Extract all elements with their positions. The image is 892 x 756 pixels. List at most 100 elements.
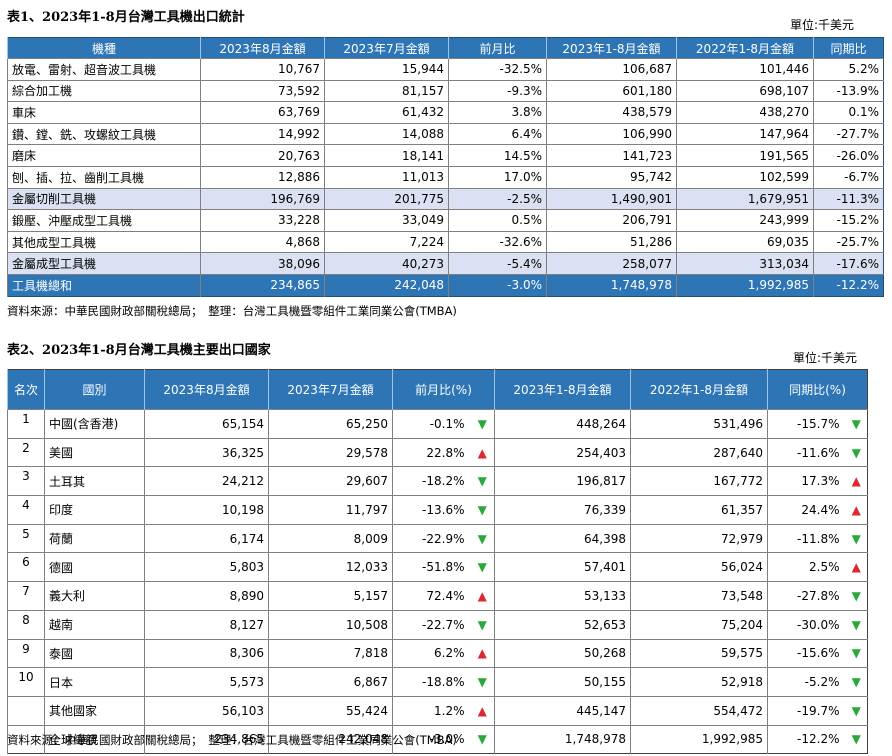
machine-type-cell: 鑽、鏜、銑、攻螺紋工具機 [7, 122, 201, 145]
value-cell: -12.2% [813, 273, 884, 297]
value-cell: 0.5% [448, 209, 547, 232]
value-cell: 10,198 [144, 495, 269, 525]
value-cell: 50,268 [494, 638, 631, 668]
value-cell: -11.3% [813, 187, 884, 210]
value-cell: 554,472 [630, 695, 768, 726]
down-arrow-icon: ▼ [845, 581, 868, 611]
down-arrow-icon: ▼ [470, 466, 495, 496]
value-cell: 196,817 [494, 466, 631, 496]
value-cell: 147,964 [676, 122, 814, 145]
country-cell: 義大利 [44, 581, 145, 611]
down-arrow-icon: ▼ [845, 695, 868, 726]
value-cell: 29,607 [268, 466, 393, 496]
value-cell: 101,446 [676, 58, 814, 81]
value-cell: 5,157 [268, 581, 393, 611]
value-cell: 40,273 [324, 252, 449, 275]
table1-header-row: 機種 2023年8月金額 2023年7月金額 前月比 2023年1-8月金額 2022年1… [7, 37, 884, 59]
value-cell: 10,767 [200, 58, 325, 81]
value-cell: 448,264 [494, 409, 631, 439]
down-arrow-icon: ▼ [845, 409, 868, 439]
table-row: 3 土耳其 24,212 29,607 -18.2% ▼ 196,817 167,772 17.… [7, 466, 868, 496]
machine-type-cell: 車床 [7, 101, 201, 124]
value-cell: 14.5% [448, 144, 547, 167]
value-cell: 438,579 [546, 101, 677, 124]
percent-cell: -22.9% [392, 523, 471, 553]
table-row: 9 泰國 8,306 7,818 6.2% ▲ 50,268 59,575 -15.6% ▼ [7, 638, 868, 668]
percent-cell: -19.7% [767, 695, 846, 726]
value-cell: 12,886 [200, 165, 325, 189]
value-cell: 63,769 [200, 101, 325, 124]
table-row: 工具機總和 234,865 242,048 -3.0% 1,748,978 1,992,9… [7, 273, 884, 297]
table2-header-row: 名次 國別 2023年8月金額 2023年7月金額 前月比(%) 2023年1-8月金額 2… [7, 369, 868, 410]
table1-col-header: 2023年7月金額 [324, 37, 449, 59]
percent-cell: -13.6% [392, 495, 471, 525]
table-row: 刨、插、拉、齒削工具機 12,886 11,013 17.0% 95,742 102,59… [7, 165, 884, 189]
value-cell: 234,865 [200, 273, 325, 297]
value-cell: 33,228 [200, 209, 325, 232]
table-row: 10 日本 5,573 6,867 -18.8% ▼ 50,155 52,918 -5.2% ▼ [7, 667, 868, 697]
table-row: 7 義大利 8,890 5,157 72.4% ▲ 53,133 73,548 -27.8% ▼ [7, 581, 868, 611]
value-cell: 29,578 [268, 437, 393, 467]
table-row: 金屬成型工具機 38,096 40,273 -5.4% 258,077 313,034 -1… [7, 252, 884, 275]
value-cell: 36,325 [144, 437, 269, 467]
rank-cell: 7 [7, 581, 45, 611]
value-cell: 1,679,951 [676, 187, 814, 210]
value-cell: 1,748,978 [546, 273, 677, 297]
value-cell: 76,339 [494, 495, 631, 525]
value-cell: -27.7% [813, 122, 884, 145]
percent-cell: -5.2% [767, 667, 846, 697]
down-arrow-icon: ▼ [470, 609, 495, 639]
percent-cell: 72.4% [392, 581, 471, 611]
table1-col-header: 同期比 [813, 37, 884, 59]
value-cell: 65,250 [268, 409, 393, 439]
table-row: 綜合加工機 73,592 81,157 -9.3% 601,180 698,107 -13.… [7, 79, 884, 102]
table1-col-header: 2022年1-8月金額 [676, 37, 814, 59]
value-cell: 1,992,985 [630, 724, 768, 754]
value-cell: 1,490,901 [546, 187, 677, 210]
table2-col-header: 2023年7月金額 [268, 369, 393, 410]
export-countries-table: 名次 國別 2023年8月金額 2023年7月金額 前月比(%) 2023年1-8月金額 2… [7, 369, 868, 755]
down-arrow-icon: ▼ [845, 667, 868, 697]
rank-cell [7, 724, 45, 754]
value-cell: 7,224 [324, 230, 449, 253]
table-row: 4 印度 10,198 11,797 -13.6% ▼ 76,339 61,357 24.4% ▲ [7, 495, 868, 525]
country-cell: 越南 [44, 609, 145, 639]
value-cell: -13.9% [813, 79, 884, 102]
value-cell: 5,803 [144, 552, 269, 582]
table-row: 5 荷蘭 6,174 8,009 -22.9% ▼ 64,398 72,979 -11.8% ▼ [7, 523, 868, 553]
up-arrow-icon: ▲ [470, 437, 495, 467]
value-cell: 1,992,985 [676, 273, 814, 297]
value-cell: 72,979 [630, 523, 768, 553]
country-cell: 德國 [44, 552, 145, 582]
value-cell: 53,133 [494, 581, 631, 611]
percent-cell: -15.7% [767, 409, 846, 439]
percent-cell: 2.5% [767, 552, 846, 582]
value-cell: 56,024 [630, 552, 768, 582]
value-cell: 106,687 [546, 58, 677, 81]
down-arrow-icon: ▼ [845, 638, 868, 668]
rank-cell: 1 [7, 409, 45, 439]
value-cell: 18,141 [324, 144, 449, 167]
machine-type-cell: 工具機總和 [7, 273, 201, 297]
value-cell: 11,797 [268, 495, 393, 525]
value-cell: 8,890 [144, 581, 269, 611]
table1-col-header: 2023年1-8月金額 [546, 37, 677, 59]
country-cell: 土耳其 [44, 466, 145, 496]
table-row: 2 美國 36,325 29,578 22.8% ▲ 254,403 287,640 -11.6… [7, 437, 868, 467]
percent-cell: -30.0% [767, 609, 846, 639]
table2-col-header: 同期比(%) [767, 369, 868, 410]
down-arrow-icon: ▼ [470, 552, 495, 582]
value-cell: 106,990 [546, 122, 677, 145]
value-cell: 531,496 [630, 409, 768, 439]
country-cell: 美國 [44, 437, 145, 467]
value-cell: 55,424 [268, 695, 393, 726]
table-row: 8 越南 8,127 10,508 -22.7% ▼ 52,653 75,204 -30.0% ▼ [7, 609, 868, 639]
table-row: 6 德國 5,803 12,033 -51.8% ▼ 57,401 56,024 2.5% ▲ [7, 552, 868, 582]
country-cell: 印度 [44, 495, 145, 525]
value-cell: 287,640 [630, 437, 768, 467]
value-cell: 61,357 [630, 495, 768, 525]
table1-source: 資料來源：中華民國財政部關稅總局； 整理：台灣工具機暨零組件工業同業公會(TMB… [7, 304, 457, 318]
value-cell: 38,096 [200, 252, 325, 275]
value-cell: 141,723 [546, 144, 677, 167]
table-row: 放電、雷射、超音波工具機 10,767 15,944 -32.5% 106,687 101… [7, 58, 884, 81]
